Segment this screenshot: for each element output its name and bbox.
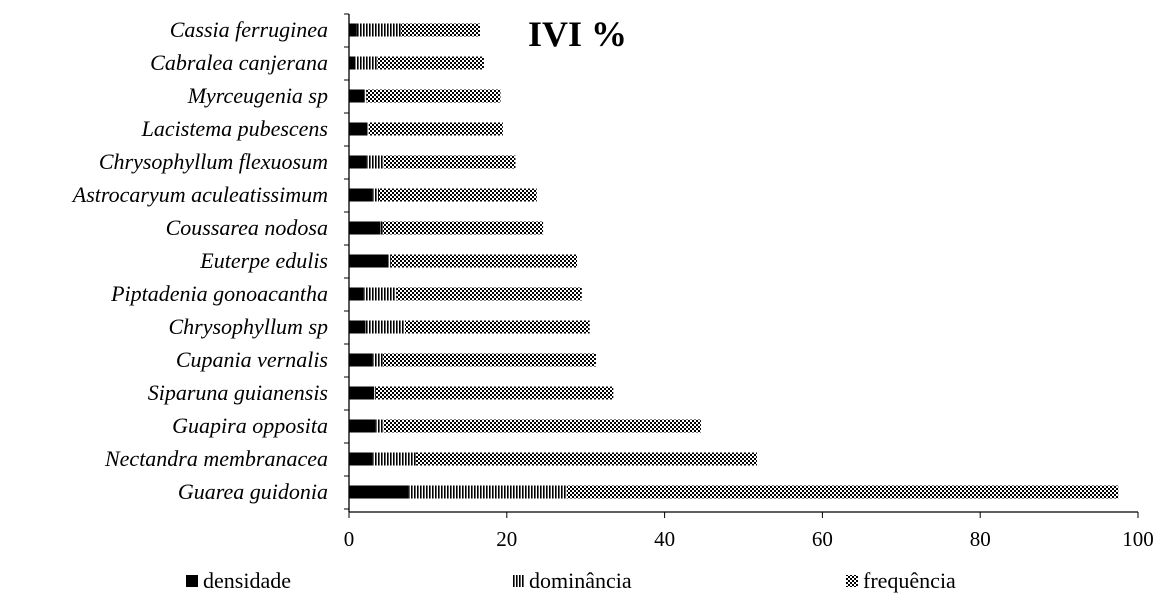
bar-densidade-14 [349,486,408,499]
category-label: Cupania vernalis [176,347,328,372]
bar-frequência-4 [384,156,516,169]
bar-dominância-5 [373,189,379,202]
category-label: Cabralea canjerana [150,50,328,75]
category-label: Nectandra membranacea [104,446,328,471]
bar-densidade-7 [349,255,388,268]
category-label: Myrceugenia sp [187,83,328,108]
legend-label-frequência: frequência [863,568,956,593]
x-tick-label: 20 [496,527,517,551]
bar-densidade-4 [349,156,366,169]
legend-swatch-dominância [512,575,524,587]
x-tick-label: 80 [970,527,991,551]
bar-frequência-7 [391,255,577,268]
bar-frequência-6 [383,222,543,235]
bar-dominância-3 [367,123,369,136]
bar-frequência-3 [369,123,503,136]
bar-frequência-13 [416,453,757,466]
bar-frequência-5 [379,189,537,202]
category-label: Guapira opposita [172,413,328,438]
bar-densidade-12 [349,420,376,433]
bar-densidade-0 [349,24,357,37]
bar-densidade-5 [349,189,373,202]
bar-frequência-0 [401,24,480,37]
x-tick-label: 0 [344,527,355,551]
bar-dominância-6 [381,222,383,235]
bar-frequência-1 [377,57,484,70]
bar-dominância-1 [355,57,377,70]
bar-dominância-2 [365,90,367,103]
category-label: Euterpe edulis [199,248,328,273]
bar-dominância-9 [366,321,405,334]
category-label: Chrysophyllum flexuosum [99,149,328,174]
bar-dominância-0 [357,24,401,37]
bar-frequência-10 [383,354,596,367]
x-tick-label: 60 [812,527,833,551]
x-tick-label: 40 [654,527,675,551]
legend-swatch-frequência [846,575,858,587]
bar-frequência-8 [396,288,581,301]
bar-densidade-1 [349,57,355,70]
category-label: Astrocaryum aculeatissimum [71,182,328,207]
bar-frequência-12 [384,420,701,433]
category-label: Siparuna guianensis [148,380,328,405]
legend-label-densidade: densidade [203,568,291,593]
category-label: Chrysophyllum sp [169,314,329,339]
category-label: Piptadenia gonoacantha [110,281,328,306]
bar-frequência-2 [366,90,500,103]
bar-frequência-14 [567,486,1119,499]
bar-densidade-10 [349,354,373,367]
bar-densidade-6 [349,222,381,235]
bar-dominância-11 [374,387,376,400]
bar-densidade-8 [349,288,363,301]
bar-dominância-14 [408,486,567,499]
bar-densidade-2 [349,90,365,103]
bar-frequência-9 [405,321,590,334]
bar-densidade-9 [349,321,366,334]
bar-dominância-4 [366,156,383,169]
bar-dominância-13 [373,453,416,466]
bar-dominância-8 [363,288,396,301]
legend-label-dominância: dominância [529,568,632,593]
category-label: Guarea guidonia [178,479,328,504]
bar-densidade-3 [349,123,367,136]
bar-dominância-10 [373,354,383,367]
chart-title: IVI % [528,14,627,54]
category-label: Coussarea nodosa [166,215,328,240]
bar-frequência-11 [376,387,613,400]
category-label: Cassia ferruginea [170,17,328,42]
x-tick-label: 100 [1122,527,1154,551]
bar-dominância-7 [388,255,390,268]
category-label: Lacistema pubescens [141,116,328,141]
bar-densidade-11 [349,387,374,400]
legend-swatch-densidade [186,575,198,587]
bar-densidade-13 [349,453,373,466]
bar-dominância-12 [376,420,384,433]
